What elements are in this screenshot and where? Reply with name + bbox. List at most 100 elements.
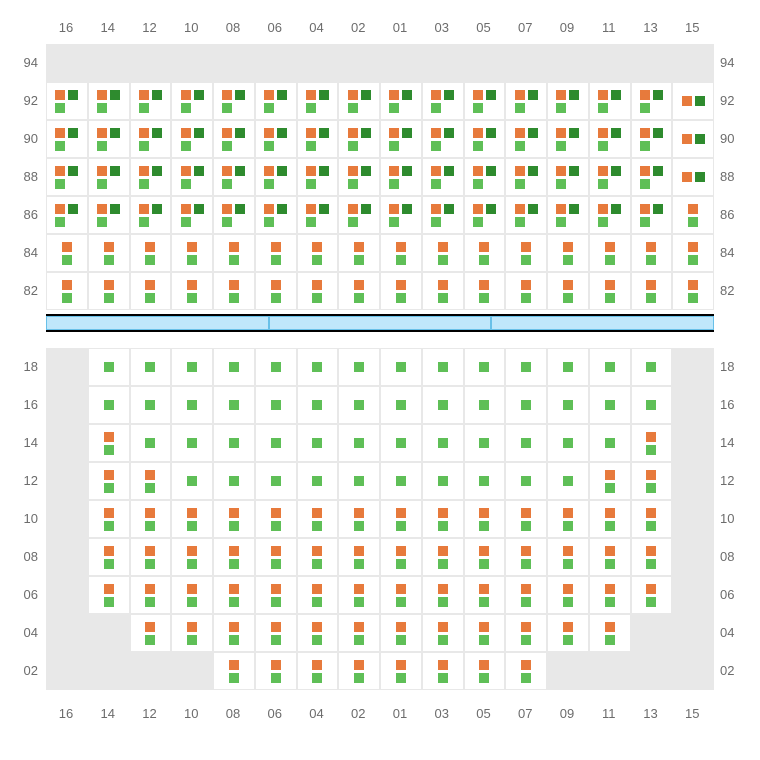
seat-cell — [171, 500, 213, 538]
seat-cell — [589, 120, 631, 158]
seat-cell — [589, 576, 631, 614]
seat-cell — [255, 272, 297, 310]
seat-cell — [672, 424, 714, 462]
seat-cell — [255, 652, 297, 690]
seat-cell — [380, 500, 422, 538]
seat-cell — [380, 538, 422, 576]
seat-cell — [589, 500, 631, 538]
seat-cell — [213, 82, 255, 120]
seat-cell — [547, 120, 589, 158]
seat-cell — [338, 500, 380, 538]
row-label: 14 — [14, 435, 38, 450]
row-label: 88 — [14, 169, 38, 184]
row-label: 90 — [720, 131, 744, 146]
row-label: 86 — [720, 207, 744, 222]
seat-cell — [589, 44, 631, 82]
seat-cell — [547, 538, 589, 576]
seat-cell — [505, 576, 547, 614]
seat-cell — [589, 158, 631, 196]
row-label: 90 — [14, 131, 38, 146]
seat-cell — [672, 348, 714, 386]
seat-cell — [297, 196, 339, 234]
seat-cell — [46, 576, 88, 614]
seat-cell — [130, 120, 172, 158]
seat-cell — [88, 538, 130, 576]
seat-cell — [505, 196, 547, 234]
seat-cell — [255, 82, 297, 120]
seat-cell — [631, 272, 673, 310]
col-header: 03 — [422, 20, 462, 35]
seat-cell — [46, 272, 88, 310]
seat-cell — [547, 500, 589, 538]
seat-cell — [547, 82, 589, 120]
row-label: 06 — [14, 587, 38, 602]
seat-cell — [464, 158, 506, 196]
seat-cell — [672, 652, 714, 690]
col-header: 10 — [171, 20, 211, 35]
seat-cell — [464, 196, 506, 234]
seat-cell — [213, 652, 255, 690]
seat-cell — [338, 614, 380, 652]
seat-cell — [213, 44, 255, 82]
seat-cell — [631, 538, 673, 576]
row-label: 94 — [14, 55, 38, 70]
col-header: 13 — [631, 20, 671, 35]
seat-cell — [297, 120, 339, 158]
col-footer: 10 — [171, 706, 211, 721]
col-header: 16 — [46, 20, 86, 35]
seat-cell — [46, 44, 88, 82]
seat-cell — [46, 196, 88, 234]
seat-cell — [380, 120, 422, 158]
seat-cell — [171, 652, 213, 690]
seat-cell — [672, 538, 714, 576]
col-footer: 07 — [505, 706, 545, 721]
col-header: 12 — [130, 20, 170, 35]
seat-cell — [589, 234, 631, 272]
seat-cell — [130, 158, 172, 196]
row-label: 04 — [14, 625, 38, 640]
seat-cell — [88, 196, 130, 234]
seat-cell — [130, 82, 172, 120]
seat-cell — [338, 234, 380, 272]
seat-cell — [422, 614, 464, 652]
seat-cell — [464, 576, 506, 614]
col-footer: 13 — [631, 706, 671, 721]
seat-cell — [380, 614, 422, 652]
seat-cell — [547, 196, 589, 234]
seat-cell — [88, 462, 130, 500]
seat-cell — [255, 158, 297, 196]
seat-cell — [130, 196, 172, 234]
seat-cell — [297, 652, 339, 690]
seat-cell — [589, 82, 631, 120]
col-footer: 16 — [46, 706, 86, 721]
seat-cell — [297, 576, 339, 614]
seat-cell — [213, 234, 255, 272]
seat-cell — [547, 576, 589, 614]
seat-cell — [422, 500, 464, 538]
row-label: 02 — [720, 663, 744, 678]
col-footer: 11 — [589, 706, 629, 721]
col-header: 08 — [213, 20, 253, 35]
col-header: 11 — [589, 20, 629, 35]
seat-cell — [631, 652, 673, 690]
seat-cell — [88, 614, 130, 652]
stage-segment — [46, 316, 269, 330]
seat-cell — [631, 120, 673, 158]
seat-cell — [672, 158, 714, 196]
seat-cell — [255, 576, 297, 614]
row-label: 18 — [14, 359, 38, 374]
seat-cell — [380, 196, 422, 234]
row-label: 82 — [720, 283, 744, 298]
seat-cell — [46, 120, 88, 158]
seat-cell — [589, 538, 631, 576]
row-label: 02 — [14, 663, 38, 678]
seat-cell — [631, 576, 673, 614]
seat-cell — [88, 234, 130, 272]
seat-cell — [213, 500, 255, 538]
seat-cell — [171, 196, 213, 234]
col-footer: 12 — [130, 706, 170, 721]
seat-cell — [46, 386, 88, 424]
seat-cell — [255, 44, 297, 82]
seat-cell — [297, 272, 339, 310]
row-label: 92 — [14, 93, 38, 108]
